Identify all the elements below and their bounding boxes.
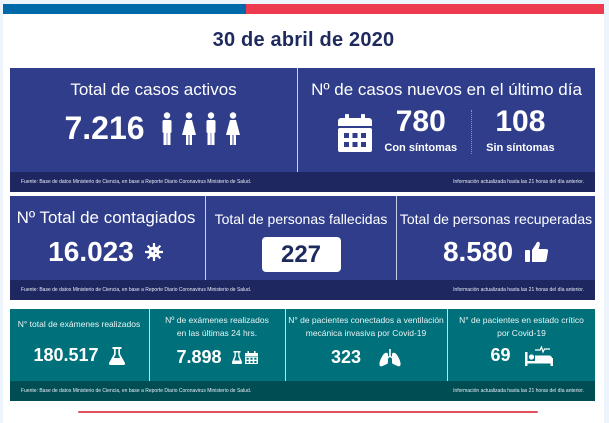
exams-24h-title-1: Nº de exámenes realizados xyxy=(165,315,269,325)
new-cases-title: Nº de casos nuevos en el último día xyxy=(311,80,582,99)
with-symptoms-group: 780 Con síntomas xyxy=(384,105,458,155)
panel-footer: Fuente: Base de datos Ministerio de Cien… xyxy=(10,172,595,192)
totals-panel: Nº Total de contagiados 16.023 Total de … xyxy=(10,196,595,300)
flag-bar xyxy=(3,4,604,14)
report-card: 30 de abril de 2020 Total de casos activ… xyxy=(3,4,604,423)
recovered-cell: Total de personas recuperadas 8.580 xyxy=(397,196,595,268)
dotted-divider xyxy=(471,110,473,154)
panel-footer: Fuente: Base de datos Ministerio de Cien… xyxy=(10,280,595,300)
new-cases-cell: Nº de casos nuevos en el último día 780 … xyxy=(298,68,595,154)
bottom-divider-line xyxy=(78,411,538,413)
total-exams-title: N° total de exámenes realizados xyxy=(17,319,141,329)
hospital-bed-icon xyxy=(524,346,553,366)
exams-24h-value: 7.898 xyxy=(176,347,222,367)
recovered-title: Total de personas recuperadas xyxy=(399,211,593,227)
ventilated-title-2: mecánica invasiva por Covid-19 xyxy=(305,328,427,338)
divider xyxy=(396,196,397,280)
people-icon xyxy=(159,111,243,146)
active-new-cases-panel: Total de casos activos 7.216 Nº de casos… xyxy=(10,68,595,192)
total-exams-cell: N° total de exámenes realizados 180.517 xyxy=(10,309,148,366)
without-symptoms-value: 108 xyxy=(495,105,546,138)
update-note: Información actualizada hasta las 21 hor… xyxy=(453,388,584,394)
exams-24h-cell: Nº de exámenes realizados en las últimas… xyxy=(150,309,284,368)
flask-icon xyxy=(108,346,125,365)
lungs-icon xyxy=(379,348,401,367)
divider xyxy=(285,309,286,381)
deaths-value: 227 xyxy=(280,240,322,268)
critical-title-2: por Covid-19 xyxy=(497,328,546,338)
active-cases-title: Total de casos activos xyxy=(70,80,237,99)
report-date: 30 de abril de 2020 xyxy=(212,29,395,51)
divider xyxy=(297,68,298,172)
total-infected-title: Nº Total de contagiados xyxy=(16,208,196,227)
update-note: Información actualizada hasta las 21 hor… xyxy=(453,179,584,185)
virus-icon xyxy=(144,242,164,262)
total-infected-cell: Nº Total de contagiados 16.023 xyxy=(10,196,202,268)
source-note: Fuente: Base de datos Ministerio de Cien… xyxy=(21,179,252,185)
source-note: Fuente: Base de datos Ministerio de Cien… xyxy=(21,388,252,394)
ventilated-title-1: N° de pacientes conectados a ventilación xyxy=(288,315,444,325)
critical-value: 69 xyxy=(490,345,511,365)
active-cases-cell: Total de casos activos 7.216 xyxy=(10,68,297,147)
flag-bar-blue xyxy=(3,4,246,14)
source-note: Fuente: Base de datos Ministerio de Cien… xyxy=(21,287,252,293)
exams-patients-panel: N° total de exámenes realizados 180.517 … xyxy=(10,309,595,401)
update-note: Información actualizada hasta las 21 hor… xyxy=(453,287,584,293)
deaths-title: Total de personas fallecidas xyxy=(214,211,388,227)
total-exams-value: 180.517 xyxy=(33,345,99,365)
critical-title-1: N° de pacientes en estado crítico xyxy=(459,315,584,325)
active-cases-value: 7.216 xyxy=(64,110,145,146)
divider xyxy=(447,309,448,381)
critical-cell: N° de pacientes en estado crítico por Co… xyxy=(448,309,595,366)
deaths-box: 227 xyxy=(261,237,341,272)
with-symptoms-value: 780 xyxy=(395,105,446,138)
total-infected-value: 16.023 xyxy=(48,236,134,267)
flag-bar-red xyxy=(246,4,604,14)
divider xyxy=(149,309,150,381)
calendar-icon xyxy=(338,114,373,152)
deaths-cell: Total de personas fallecidas 227 xyxy=(206,196,396,272)
without-symptoms-label: Sin síntomas xyxy=(486,142,555,154)
exams-24h-title-2: en las últimas 24 hrs. xyxy=(176,328,258,338)
recovered-value: 8.580 xyxy=(442,236,514,267)
ventilated-value: 323 xyxy=(330,347,362,367)
ventilated-cell: N° de pacientes conectados a ventilación… xyxy=(286,309,446,368)
without-symptoms-group: 108 Sin síntomas xyxy=(486,105,555,155)
panel-footer: Fuente: Base de datos Ministerio de Cien… xyxy=(10,381,595,401)
flask-calendar-icon xyxy=(231,351,258,364)
thumbs-up-icon xyxy=(525,241,549,263)
divider xyxy=(205,196,206,280)
with-symptoms-label: Con síntomas xyxy=(384,142,458,154)
